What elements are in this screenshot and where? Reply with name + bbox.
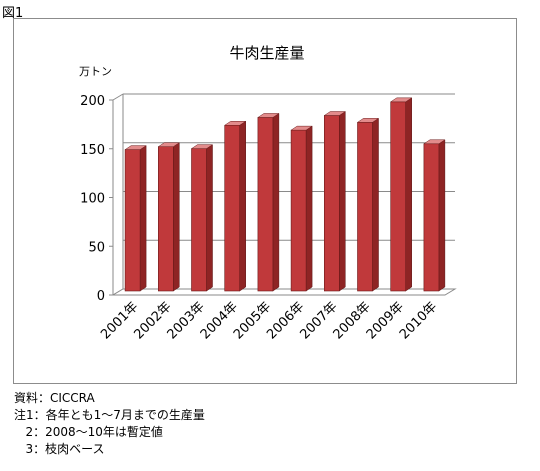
y-tick-label: 100 [80, 192, 105, 207]
bar [390, 101, 407, 292]
footnote-1: 注1：各年とも1～7月までの生産量 [14, 408, 205, 422]
bar-top [157, 142, 181, 147]
bar-top [223, 121, 247, 126]
bar-top [257, 113, 280, 118]
bar-side [272, 112, 280, 292]
bar [357, 122, 373, 292]
bar-top [423, 139, 446, 145]
bar [323, 115, 340, 292]
bar [158, 146, 174, 292]
x-tick-label: 2010年 [397, 299, 440, 342]
bar-side [305, 125, 313, 292]
footnote-3: 3：枝肉ベース [14, 442, 105, 456]
y-axis-unit-label: 万トン [79, 65, 112, 78]
source-notes: 資料：CICCRA 注1：各年とも1～7月までの生産量 2：2008～10年は暫… [14, 390, 205, 458]
footnote-2: 2：2008～10年は暫定値 [14, 425, 163, 439]
y-tick-label: 200 [80, 94, 105, 109]
bar [423, 143, 440, 292]
bar-side [173, 142, 180, 292]
bar-chart: 牛肉生産量 万トン 0501001502002001年2002年2003年200… [79, 44, 457, 342]
bar-side [339, 111, 346, 292]
plot-area: 0501001502002001年2002年2003年2004年2005年200… [80, 93, 457, 342]
bar-side [405, 97, 412, 292]
bar-side [372, 117, 379, 292]
figure-label: 図1 [2, 6, 24, 21]
bar-top [323, 111, 347, 116]
source-note: 資料：CICCRA [14, 391, 95, 405]
y-tick-label: 150 [80, 143, 105, 158]
side-wall-top [112, 93, 124, 101]
bar [124, 149, 141, 292]
bar [224, 124, 240, 292]
bar-side [438, 139, 446, 292]
bar-top [124, 145, 147, 150]
bar [257, 117, 274, 292]
y-tick-label: 50 [88, 240, 105, 255]
y-tick-label: 0 [97, 289, 105, 304]
bar-side [139, 145, 147, 292]
bar-top [356, 118, 380, 123]
bar-top [190, 144, 214, 149]
bar [290, 129, 307, 292]
bar-side [239, 120, 246, 292]
chart-title: 牛肉生産量 [229, 44, 304, 62]
bar-top [389, 97, 413, 103]
bar [191, 148, 207, 292]
bar-top [290, 125, 313, 131]
bar-side [206, 144, 213, 292]
